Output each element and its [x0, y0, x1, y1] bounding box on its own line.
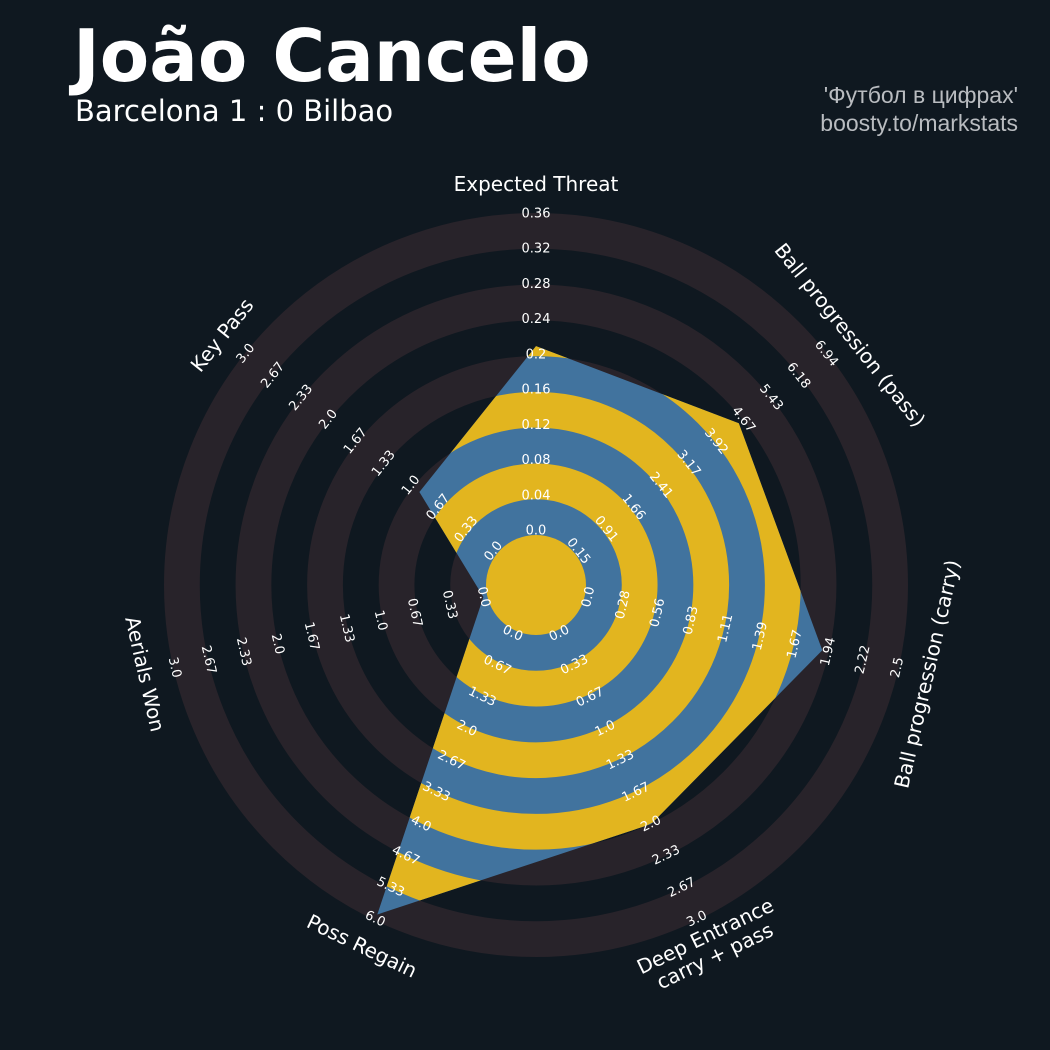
tick-label: 2.0 [268, 632, 287, 656]
tick-label: 1.39 [750, 620, 771, 652]
tick-label: 0.36 [522, 207, 551, 222]
title: João Cancelo [73, 14, 591, 98]
tick-label: 0.33 [439, 589, 460, 621]
tick-label: 0.28 [613, 589, 634, 621]
tick-label: 0.83 [681, 605, 702, 637]
tick-label: 1.0 [371, 609, 390, 633]
tick-label: 2.5 [888, 656, 907, 680]
tick-label: 0.0 [579, 585, 598, 609]
tick-label: 0.24 [522, 312, 551, 327]
axis-label: Expected Threat [453, 172, 619, 196]
tick-label: 1.67 [301, 621, 322, 653]
tick-label: 2.67 [198, 644, 219, 676]
polygon-ring [377, 346, 801, 850]
tick-label: 1.67 [785, 628, 806, 660]
tick-label: 0.32 [522, 242, 551, 257]
ring [235, 284, 837, 886]
tick-label: 0.2 [526, 347, 547, 362]
tick-label: 0.56 [647, 597, 668, 629]
tick-label: 0.12 [522, 418, 551, 433]
tick-label: 0.28 [522, 277, 551, 292]
tick-label: 2.22 [853, 644, 874, 676]
tick-label: 0.04 [522, 488, 551, 503]
subtitle: Barcelona 1 : 0 Bilbao [75, 94, 394, 128]
tick-label: 0.08 [522, 453, 551, 468]
ring [163, 212, 909, 958]
credit: 'Футбол в цифрах' [823, 82, 1018, 108]
credit: boosty.to/markstats [820, 110, 1018, 136]
tick-label: 1.11 [715, 613, 736, 645]
tick-label: 2.33 [233, 636, 254, 668]
tick-label: 0.67 [404, 597, 425, 629]
tick-label: 0.16 [522, 383, 551, 398]
tick-label: 3.0 [165, 656, 184, 680]
tick-label: 1.94 [818, 636, 839, 668]
polygon-ring [486, 535, 586, 635]
tick-label: 1.33 [336, 613, 357, 645]
tick-label: 0.0 [474, 585, 493, 609]
tick-label: 0.0 [526, 524, 547, 539]
polygon-ring [377, 391, 730, 779]
